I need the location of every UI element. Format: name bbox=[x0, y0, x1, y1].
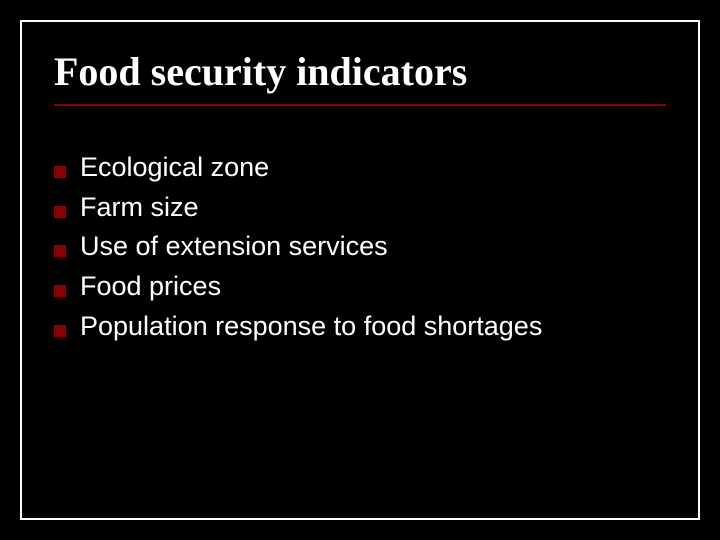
list-item: Population response to food shortages bbox=[54, 309, 666, 345]
bullet-text: Food prices bbox=[80, 269, 666, 305]
bullet-list: Ecological zone Farm size Use of extensi… bbox=[54, 150, 666, 344]
square-bullet-icon bbox=[54, 206, 66, 218]
square-bullet-icon bbox=[54, 245, 66, 257]
square-bullet-icon bbox=[54, 325, 66, 337]
bullet-text: Ecological zone bbox=[80, 150, 666, 186]
list-item: Use of extension services bbox=[54, 229, 666, 265]
list-item: Food prices bbox=[54, 269, 666, 305]
square-bullet-icon bbox=[54, 166, 66, 178]
bullet-text: Farm size bbox=[80, 190, 666, 226]
bullet-text: Use of extension services bbox=[80, 229, 666, 265]
slide-title: Food security indicators bbox=[54, 50, 666, 106]
slide: Food security indicators Ecological zone… bbox=[20, 20, 700, 520]
list-item: Ecological zone bbox=[54, 150, 666, 186]
bullet-text: Population response to food shortages bbox=[80, 309, 666, 345]
square-bullet-icon bbox=[54, 285, 66, 297]
list-item: Farm size bbox=[54, 190, 666, 226]
